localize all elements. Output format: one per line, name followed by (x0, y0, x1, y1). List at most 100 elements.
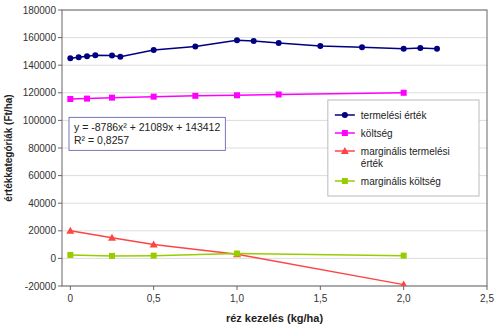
grid (62, 10, 487, 286)
annotation: y = -8786x² + 21089x + 143412R² = 0,8257 (69, 117, 225, 150)
grid-line (62, 37, 487, 38)
grid-line (62, 230, 487, 231)
point (434, 46, 440, 52)
annotation-line: y = -8786x² + 21089x + 143412 (74, 121, 220, 133)
point (400, 281, 408, 286)
legend-box (328, 100, 479, 196)
y-tick (58, 37, 62, 38)
grid-line (62, 92, 487, 93)
legend-label: marginális költség (361, 176, 441, 187)
point (401, 46, 407, 52)
annotation-line: R² = 0,8257 (74, 134, 129, 146)
point (109, 53, 115, 59)
y-tick-label: 60000 (28, 170, 56, 181)
point (84, 53, 90, 59)
legend-label-line: termelési érték (361, 110, 428, 121)
grid-line (62, 65, 487, 66)
point (151, 47, 157, 53)
legend-items: termelési érték költség marginális termelé… (335, 110, 450, 187)
legend-label: költség (361, 128, 393, 139)
annotation-text: y = -8786x² + 21089x + 143412R² = 0,8257 (74, 121, 220, 146)
y-tick-label: 100000 (23, 115, 57, 126)
x-tick-label: 0,5 (147, 293, 161, 304)
y-tick-label: 80000 (28, 143, 56, 154)
series (67, 37, 440, 61)
point (92, 52, 98, 58)
plot-frame (62, 10, 487, 286)
y-tick (58, 148, 62, 149)
y-tick (58, 92, 62, 93)
series (66, 227, 407, 286)
point (234, 37, 240, 43)
grid-line (62, 258, 487, 259)
point (276, 91, 282, 97)
y-tick-label: 40000 (28, 198, 56, 209)
y-tick (58, 65, 62, 66)
annotation-box (69, 117, 225, 150)
point (109, 95, 115, 101)
y-tick-label: 0 (50, 253, 56, 264)
y-tick (58, 120, 62, 121)
point (108, 234, 116, 241)
point (84, 96, 90, 102)
series-line (70, 93, 403, 99)
point (401, 90, 407, 96)
y-tick (58, 203, 62, 204)
legend-marker (342, 130, 348, 136)
point (251, 38, 257, 44)
point (109, 253, 115, 259)
legend-label-line: költség (361, 128, 393, 139)
y-tick-label: -20000 (25, 281, 57, 292)
point (150, 241, 158, 248)
x-tick-label: 1,0 (230, 293, 244, 304)
point (359, 44, 365, 50)
y-tick (58, 10, 62, 11)
point (67, 96, 73, 102)
x-tick (487, 286, 488, 290)
point (417, 45, 423, 51)
legend-marker (342, 178, 348, 184)
point (234, 251, 240, 257)
point (76, 54, 82, 60)
y-tick (58, 175, 62, 176)
y-tick-label: 140000 (23, 60, 57, 71)
x-tick (403, 286, 404, 290)
x-tick-label: 2,0 (397, 293, 411, 304)
x-tick-label: 0 (68, 293, 74, 304)
point (67, 55, 73, 61)
point (192, 93, 198, 99)
legend-label-line: marginális termelési (361, 146, 450, 157)
legend-label-line: marginális költség (361, 176, 441, 187)
legend: termelési érték költség marginális termelé… (328, 100, 479, 196)
legend-label-line: érték (361, 158, 384, 169)
y-tick (58, 286, 62, 287)
grid-line (62, 203, 487, 204)
x-tick-label: 1,5 (313, 293, 327, 304)
y-tick-label: 20000 (28, 225, 56, 236)
point (192, 44, 198, 50)
y-tick-label: 120000 (23, 87, 57, 98)
point (317, 43, 323, 49)
x-tick (153, 286, 154, 290)
series (67, 251, 406, 259)
x-tick (320, 286, 321, 290)
y-tick (58, 258, 62, 259)
x-axis-label: réz kezelés (kg/ha) (226, 312, 324, 324)
point (67, 252, 73, 258)
axes: -20000 0 20000 40000 60000 80000 100000 120000 1… (23, 5, 495, 305)
y-tick-label: 180000 (23, 5, 57, 16)
point (234, 92, 240, 98)
legend-label: marginális termelésiérték (361, 146, 450, 169)
x-tick (70, 286, 71, 290)
x-tick (237, 286, 238, 290)
point (233, 250, 241, 257)
point (401, 253, 407, 259)
point (66, 227, 74, 234)
point (151, 94, 157, 100)
x-tick-label: 2,5 (480, 293, 494, 304)
legend-marker (341, 147, 349, 154)
point (117, 54, 123, 60)
y-tick (58, 230, 62, 231)
point (276, 40, 282, 46)
series-line (70, 231, 403, 285)
